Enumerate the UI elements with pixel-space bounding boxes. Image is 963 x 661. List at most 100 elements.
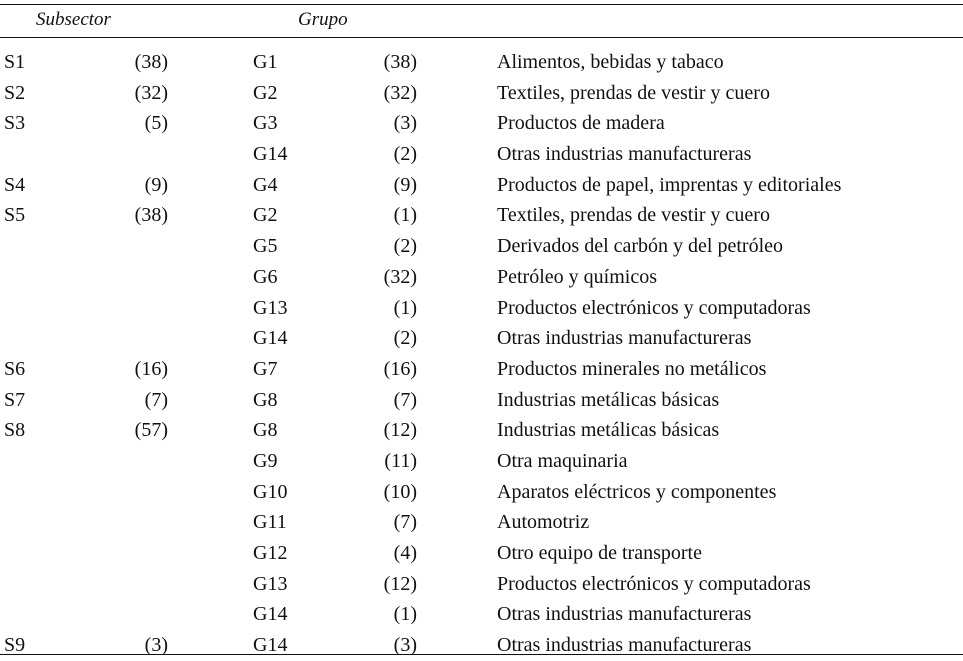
grupo-code: G3 bbox=[253, 112, 278, 135]
grupo-description: Otras industrias manufactureras bbox=[497, 603, 752, 626]
grupo-description: Petróleo y químicos bbox=[497, 265, 657, 288]
table-row: S1 (38) G1 (38) Alimentos, bebidas y tabaco bbox=[0, 47, 963, 78]
grupo-count: (10) bbox=[383, 480, 417, 503]
grupo-code: G11 bbox=[253, 511, 287, 534]
grupo-description: Productos minerales no metálicos bbox=[497, 357, 767, 380]
grupo-count: (4) bbox=[393, 542, 417, 564]
grupo-description: Productos de papel, imprentas y editoria… bbox=[497, 173, 842, 196]
grupo-count: (32) bbox=[383, 81, 417, 104]
grupo-column-header: Grupo bbox=[298, 9, 348, 30]
grupo-count: (1) bbox=[393, 603, 417, 626]
grupo-count: (1) bbox=[393, 204, 417, 227]
grupo-count: (2) bbox=[393, 235, 417, 258]
grupo-description: Alimentos, bebidas y tabaco bbox=[497, 51, 724, 73]
subsector-count: (5) bbox=[144, 112, 168, 135]
table-row: S3 (5) G3 (3) Productos de madera bbox=[0, 108, 963, 139]
grupo-count: (7) bbox=[393, 511, 417, 534]
grupo-count: (9) bbox=[393, 173, 417, 196]
table-body: S1 (38) G1 (38) Alimentos, bebidas y tabaco S… bbox=[0, 47, 963, 661]
grupo-count: (32) bbox=[383, 265, 417, 288]
grupo-count: (1) bbox=[393, 296, 417, 319]
table-row: S2 (32) G2 (32) Textiles, prendas de vestir … bbox=[0, 78, 963, 109]
table-row: G14 (2) Otras industrias manufactureras bbox=[0, 139, 963, 170]
table-row: G11 (7) Automotriz bbox=[0, 507, 963, 538]
subsector-count: (3) bbox=[144, 634, 168, 657]
grupo-description: Derivados del carbón y del petróleo bbox=[497, 235, 784, 258]
subsector-count: (57) bbox=[134, 419, 168, 442]
table-row: G14 (2) Otras industrias manufactureras bbox=[0, 323, 963, 354]
table-row: G6 (32) Petróleo y químicos bbox=[0, 262, 963, 293]
grupo-code: G9 bbox=[253, 449, 278, 472]
table-row: G10 (10) Aparatos eléctricos y componentes bbox=[0, 477, 963, 508]
grupo-count: (7) bbox=[393, 388, 417, 411]
grupo-code: G2 bbox=[253, 81, 278, 104]
grupo-count: (16) bbox=[383, 357, 417, 380]
grupo-code: G1 bbox=[253, 51, 278, 73]
grupo-code: G8 bbox=[253, 419, 278, 442]
table-bottom-rule bbox=[0, 654, 963, 655]
table-row: G13 (1) Productos electrónicos y computado… bbox=[0, 293, 963, 324]
grupo-count: (3) bbox=[393, 112, 417, 135]
grupo-code: G5 bbox=[253, 235, 278, 258]
grupo-description: Otro equipo de transporte bbox=[497, 542, 702, 564]
grupo-description: Textiles, prendas de vestir y cuero bbox=[497, 204, 770, 227]
table-row: G9 (11) Otra maquinaria bbox=[0, 446, 963, 477]
grupo-code: G14 bbox=[253, 634, 288, 657]
table-row: G5 (2) Derivados del carbón y del petróleo bbox=[0, 231, 963, 262]
table-row: G14 (1) Otras industrias manufactureras bbox=[0, 599, 963, 630]
grupo-code: G14 bbox=[253, 327, 288, 350]
grupo-code: G13 bbox=[253, 296, 288, 319]
grupo-code: G12 bbox=[253, 542, 288, 564]
grupo-description: Otras industrias manufactureras bbox=[497, 634, 752, 657]
grupo-description: Industrias metálicas básicas bbox=[497, 388, 720, 411]
table-row: G13 (12) Productos electrónicos y computad… bbox=[0, 569, 963, 600]
grupo-count: (12) bbox=[383, 572, 417, 595]
grupo-description: Productos electrónicos y computadoras bbox=[497, 572, 811, 595]
table-row: S7 (7) G8 (7) Industrias metálicas básicas bbox=[0, 385, 963, 416]
grupo-count: (2) bbox=[393, 327, 417, 350]
subsector-code: S6 bbox=[4, 357, 26, 380]
grupo-code: G14 bbox=[253, 603, 288, 626]
table-row: S5 (38) G2 (1) Textiles, prendas de vestir y… bbox=[0, 200, 963, 231]
grupo-description: Textiles, prendas de vestir y cuero bbox=[497, 81, 770, 104]
subsector-count: (7) bbox=[144, 388, 168, 411]
grupo-code: G13 bbox=[253, 572, 288, 595]
subsector-count: (38) bbox=[134, 204, 168, 227]
grupo-count: (12) bbox=[383, 419, 417, 442]
subsector-code: S1 bbox=[4, 51, 26, 73]
grupo-description: Automotriz bbox=[497, 511, 590, 534]
subsector-count: (32) bbox=[134, 81, 168, 104]
grupo-count: (3) bbox=[393, 634, 417, 657]
table-row: S8 (57) G8 (12) Industrias metálicas básicas bbox=[0, 415, 963, 446]
grupo-code: G7 bbox=[253, 357, 278, 380]
grupo-count: (11) bbox=[384, 449, 417, 472]
subsector-code: S4 bbox=[4, 173, 26, 196]
grupo-code: G8 bbox=[253, 388, 278, 411]
table-row: S6 (16) G7 (16) Productos minerales no metál… bbox=[0, 354, 963, 385]
grupo-code: G6 bbox=[253, 265, 278, 288]
grupo-description: Productos electrónicos y computadoras bbox=[497, 296, 811, 319]
subsector-code: S7 bbox=[4, 388, 26, 411]
table-row: S9 (3) G14 (3) Otras industrias manufacturer… bbox=[0, 630, 963, 661]
grupo-count: (2) bbox=[393, 143, 417, 166]
grupo-description: Otras industrias manufactureras bbox=[497, 327, 752, 350]
subsector-column-header: Subsector bbox=[36, 9, 111, 30]
table-top-rule bbox=[0, 4, 963, 5]
grupo-description: Otras industrias manufactureras bbox=[497, 143, 752, 166]
subsector-count: (38) bbox=[134, 51, 168, 73]
subsector-code: S5 bbox=[4, 204, 26, 227]
grupo-description: Industrias metálicas básicas bbox=[497, 419, 720, 442]
subsector-code: S9 bbox=[4, 634, 26, 657]
grupo-code: G2 bbox=[253, 204, 278, 227]
grupo-code: G4 bbox=[253, 173, 278, 196]
grupo-code: G14 bbox=[253, 143, 288, 166]
subsector-code: S2 bbox=[4, 81, 26, 104]
subsector-code: S3 bbox=[4, 112, 26, 135]
table-row: G12 (4) Otro equipo de transporte bbox=[0, 538, 963, 569]
subsector-count: (9) bbox=[144, 173, 168, 196]
grupo-count: (38) bbox=[383, 51, 417, 73]
grupo-code: G10 bbox=[253, 480, 288, 503]
table-row: S4 (9) G4 (9) Productos de papel, imprentas … bbox=[0, 170, 963, 201]
subsector-count: (16) bbox=[134, 357, 168, 380]
